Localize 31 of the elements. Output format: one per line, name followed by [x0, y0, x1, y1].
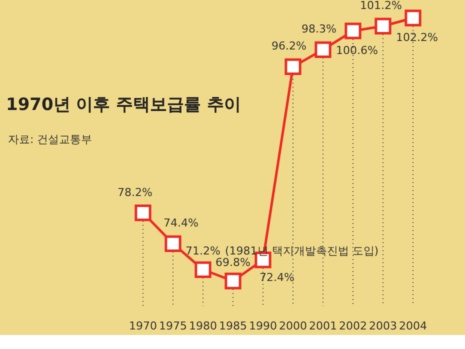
- data-label: 78.2%: [118, 186, 152, 199]
- data-label: 102.2%: [396, 31, 438, 44]
- text: 자료: 건설교통부: [8, 133, 92, 146]
- data-label: 72.4%: [260, 270, 294, 284]
- x-tick-label: 1990: [249, 320, 277, 332]
- x-tick-label: 1975: [159, 320, 187, 332]
- x-tick-label: 1970: [129, 320, 157, 332]
- data-label: 71.2%: [186, 244, 220, 258]
- x-tick-label: 2000: [279, 320, 307, 332]
- point: [134, 204, 152, 222]
- x-tick-label: 2003: [369, 320, 397, 332]
- data-label: 100.6%: [336, 44, 378, 57]
- point: [164, 235, 182, 252]
- data-label: 101.2%: [360, 0, 402, 12]
- x-tick-label: 2002: [339, 320, 367, 332]
- data-label: 74.4%: [164, 216, 198, 230]
- point: [344, 22, 362, 40]
- x-tick-label: 1980: [189, 320, 217, 332]
- x-tick-label: 2001: [309, 320, 337, 332]
- point: [404, 10, 422, 26]
- data-label: 69.8%: [216, 256, 250, 269]
- point: [194, 261, 212, 278]
- point: [374, 18, 392, 34]
- point: [284, 58, 302, 76]
- x-tick-label: 1985: [219, 320, 247, 332]
- text: 1970년 이후 주택보급률 추이: [6, 95, 242, 115]
- point: [314, 41, 332, 58]
- x-tick-label: 2004: [399, 320, 427, 332]
- data-label: 96.2%: [272, 40, 306, 53]
- data-label: 98.3%: [302, 22, 336, 36]
- point: [224, 272, 242, 290]
